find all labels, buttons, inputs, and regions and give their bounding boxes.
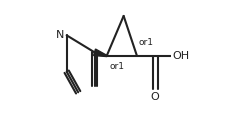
Text: N: N — [56, 30, 64, 40]
Polygon shape — [94, 49, 107, 57]
Text: O: O — [151, 92, 160, 102]
Text: or1: or1 — [138, 38, 153, 47]
Text: or1: or1 — [110, 62, 125, 71]
Text: OH: OH — [172, 51, 189, 61]
